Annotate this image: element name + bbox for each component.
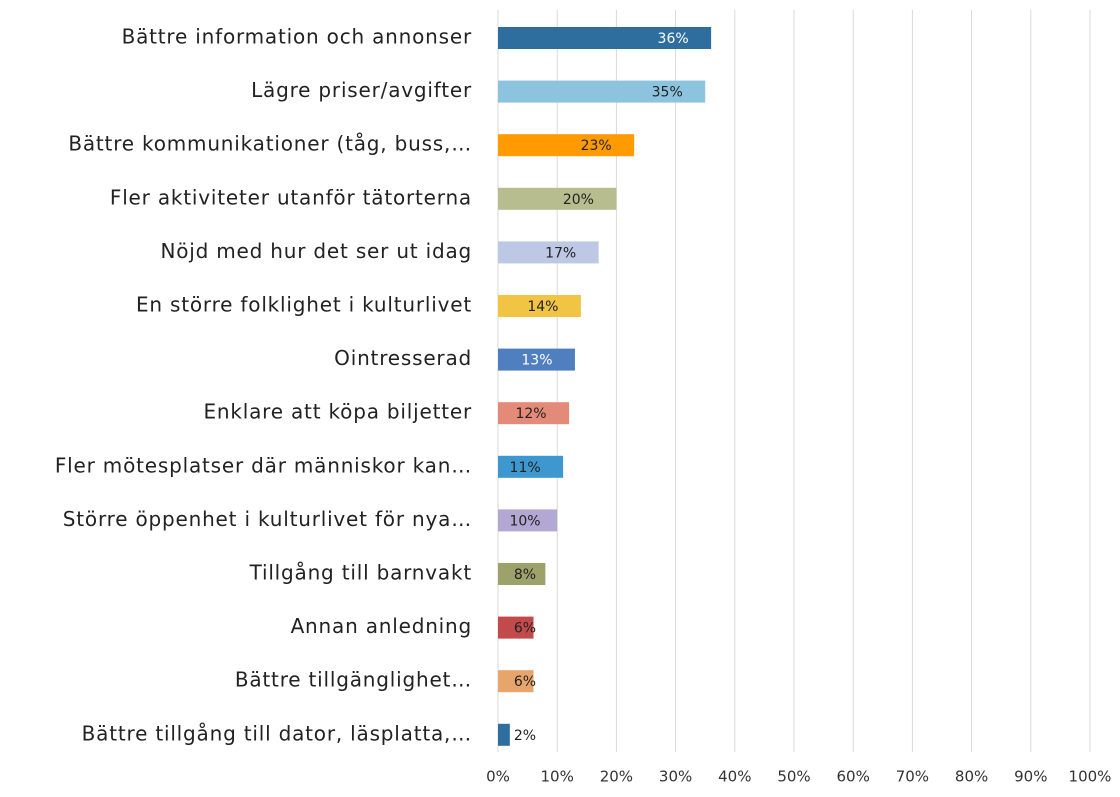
value-label: 13% (521, 353, 552, 369)
bar (498, 455, 564, 478)
bar (498, 80, 706, 103)
bar (498, 295, 581, 317)
bar (498, 134, 635, 157)
category-label: Tillgång till barnvakt (249, 561, 472, 585)
x-tick-label: 50% (777, 768, 810, 786)
bar (498, 616, 534, 639)
bar (498, 348, 575, 371)
value-label: 17% (545, 245, 576, 261)
category-label: Enklare att köpa biljetter (203, 400, 472, 424)
value-label: 36% (658, 31, 689, 47)
x-tick-label: 20% (600, 768, 633, 786)
value-label: 35% (652, 85, 683, 101)
category-label: Bättre kommunikationer (tåg, buss,… (68, 132, 472, 156)
x-tick-label: 80% (955, 768, 988, 786)
category-label: Bättre tillgång till dator, läsplatta,… (82, 721, 472, 745)
category-label: Lägre priser/avgifter (251, 78, 472, 102)
x-tick-label: 100% (1069, 768, 1112, 786)
category-label: En större folklighet i kulturlivet (136, 293, 472, 317)
x-tick-label: 30% (659, 768, 692, 786)
bar (498, 563, 546, 585)
category-label: Bättre tillgänglighet… (235, 668, 472, 692)
value-label: 10% (509, 513, 540, 529)
category-label: Ointresserad (334, 346, 472, 370)
category-label: Fler aktiviteter utanför tätorterna (110, 185, 472, 209)
value-label: 20% (563, 192, 594, 208)
x-tick-label: 10% (541, 768, 574, 786)
value-label: 23% (581, 138, 612, 154)
value-label: 11% (510, 460, 541, 476)
x-tick-label: 60% (837, 768, 870, 786)
bar (498, 187, 617, 210)
value-label: 2% (514, 728, 536, 744)
category-label: Större öppenhet i kulturlivet för nya… (63, 507, 472, 531)
value-label: 6% (514, 674, 536, 690)
bar (498, 402, 570, 425)
category-label: Nöjd med hur det ser ut idag (160, 239, 472, 263)
category-label: Fler mötesplatser där människor kan… (55, 453, 472, 477)
category-label: Bättre information och annonser (122, 25, 472, 49)
value-label: 8% (514, 567, 536, 583)
value-label: 6% (514, 621, 536, 637)
category-label: Annan anledning (291, 614, 472, 638)
bar (498, 27, 712, 49)
x-tick-label: 90% (1014, 768, 1047, 786)
value-label: 12% (515, 406, 546, 422)
value-label: 14% (527, 299, 558, 315)
x-tick-label: 40% (718, 768, 751, 786)
bar (498, 670, 534, 693)
bar (498, 723, 510, 746)
bar (498, 509, 558, 532)
x-tick-label: 0% (486, 768, 510, 786)
bar (498, 241, 599, 264)
x-tick-label: 70% (896, 768, 929, 786)
